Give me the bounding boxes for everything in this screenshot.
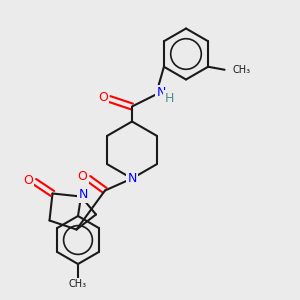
Text: N: N bbox=[157, 86, 166, 100]
Text: CH₃: CH₃ bbox=[232, 65, 250, 75]
Text: O: O bbox=[98, 91, 108, 104]
Text: O: O bbox=[78, 170, 87, 184]
Text: O: O bbox=[23, 173, 33, 187]
Text: CH₃: CH₃ bbox=[69, 279, 87, 289]
Text: H: H bbox=[164, 92, 174, 105]
Text: N: N bbox=[127, 172, 137, 185]
Text: N: N bbox=[79, 188, 88, 202]
